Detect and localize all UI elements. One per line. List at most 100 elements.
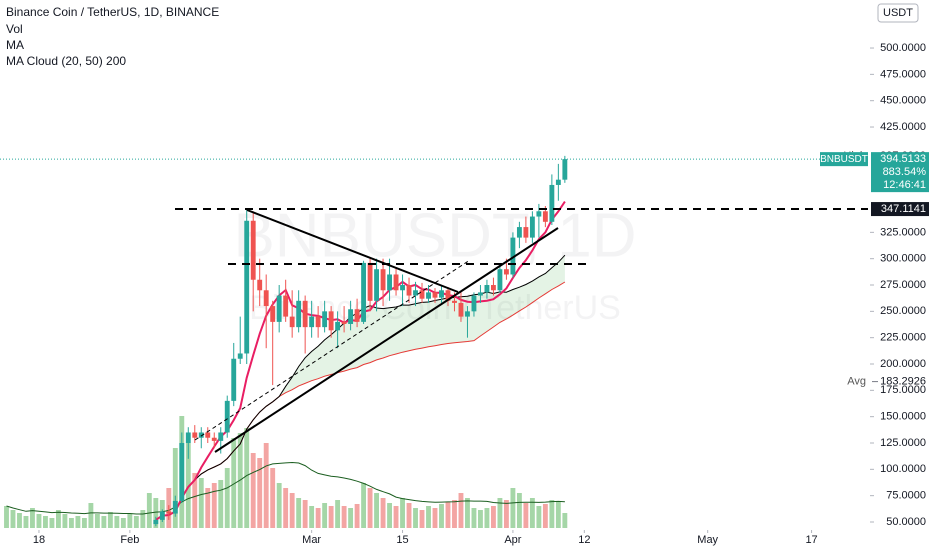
volume-bar bbox=[341, 506, 347, 528]
candle-body bbox=[439, 290, 444, 298]
volume-bar bbox=[94, 514, 100, 528]
candle-body bbox=[536, 211, 542, 217]
volume-bar bbox=[43, 516, 48, 528]
volume-bar bbox=[127, 514, 133, 528]
volume-bar bbox=[497, 498, 503, 528]
volume-bar bbox=[257, 458, 263, 528]
level-label: 347.1141 bbox=[881, 203, 926, 215]
candle-body bbox=[380, 269, 386, 291]
candle-body bbox=[549, 184, 555, 222]
indicator: MA bbox=[6, 38, 24, 52]
candle-body bbox=[179, 443, 185, 501]
candles bbox=[153, 155, 568, 527]
y-tick-label: 450.0000 bbox=[880, 95, 926, 107]
candle-body bbox=[406, 285, 412, 296]
indicator: Vol bbox=[6, 22, 23, 36]
volume-bar bbox=[270, 468, 276, 528]
y-tick-label: 250.0000 bbox=[880, 305, 926, 317]
volume-bar bbox=[211, 483, 217, 528]
candle-body bbox=[309, 316, 315, 328]
volume-bar bbox=[490, 506, 496, 528]
volume-bar bbox=[75, 516, 81, 528]
candle-body bbox=[276, 295, 282, 322]
volume-bar bbox=[153, 498, 159, 528]
volume-bar bbox=[101, 516, 107, 528]
trendline bbox=[246, 209, 459, 293]
indicator: MA Cloud (20, 50) 200 bbox=[6, 54, 126, 68]
candle-body bbox=[328, 311, 334, 331]
y-tick-label: 200.0000 bbox=[880, 358, 926, 370]
candle-body bbox=[172, 500, 178, 514]
candle-body bbox=[205, 432, 211, 438]
volume-bar bbox=[192, 473, 198, 528]
y-tick-label: 150.0000 bbox=[880, 411, 926, 423]
candle-body bbox=[497, 269, 503, 291]
candle-body bbox=[490, 285, 496, 291]
volume-bar bbox=[458, 493, 464, 528]
volume-bar bbox=[302, 500, 308, 528]
ma-mid bbox=[155, 254, 566, 521]
volume-bar bbox=[120, 518, 126, 528]
volume-bar bbox=[374, 493, 380, 528]
candle-body bbox=[250, 220, 256, 280]
volume-bar bbox=[133, 516, 139, 528]
candle-body bbox=[185, 432, 191, 444]
volume-bar bbox=[107, 512, 113, 528]
candle-body bbox=[335, 321, 341, 331]
volume-bar bbox=[555, 502, 561, 528]
x-tick-label: 17 bbox=[805, 534, 817, 546]
volume-bar bbox=[452, 500, 457, 528]
volume-bar bbox=[224, 468, 230, 528]
candle-body bbox=[367, 262, 373, 301]
candle-body bbox=[400, 285, 405, 291]
candle-body bbox=[322, 311, 328, 328]
candle-body bbox=[465, 311, 470, 317]
candle-body bbox=[458, 302, 464, 317]
volume-bar bbox=[88, 503, 94, 528]
candle-body bbox=[471, 295, 477, 312]
volume-bar bbox=[361, 483, 367, 528]
x-tick-label: 15 bbox=[396, 534, 408, 546]
avg-label: 183.2926 bbox=[880, 376, 926, 388]
candle-body bbox=[516, 227, 522, 238]
candle-body bbox=[244, 220, 250, 354]
volume-bar bbox=[146, 493, 152, 528]
volume-bar bbox=[426, 506, 431, 528]
candle-body bbox=[503, 269, 509, 275]
volume-bar bbox=[263, 443, 269, 528]
y-tick-label: 225.0000 bbox=[880, 332, 926, 344]
volume-bar bbox=[478, 510, 483, 528]
volume-bar bbox=[439, 504, 444, 528]
volume-bar bbox=[335, 500, 341, 528]
candle-body bbox=[263, 290, 269, 307]
volume-bar bbox=[172, 448, 178, 528]
volume-bar bbox=[198, 478, 204, 528]
candle-body bbox=[302, 300, 308, 328]
candle-body bbox=[555, 179, 561, 185]
volume-bar bbox=[529, 498, 535, 528]
volume-bar bbox=[380, 498, 386, 528]
y-tick-label: 100.0000 bbox=[880, 463, 926, 475]
candle-body bbox=[283, 295, 289, 317]
volume-bar bbox=[283, 488, 289, 528]
volume-bar bbox=[406, 503, 412, 528]
currency: USDT bbox=[883, 7, 913, 19]
x-tick-label: 18 bbox=[33, 534, 45, 546]
candle-body bbox=[192, 432, 198, 438]
candle-body bbox=[153, 519, 159, 525]
volume-bar bbox=[516, 493, 522, 528]
drawings bbox=[194, 209, 590, 453]
y-tick-label: 275.0000 bbox=[880, 279, 926, 291]
candle-body bbox=[445, 290, 451, 301]
y-tick-label: 500.0000 bbox=[880, 42, 926, 54]
volume-bar bbox=[250, 453, 256, 528]
watermark: BNBUSDT, 1D bbox=[233, 201, 636, 270]
candle-body bbox=[413, 290, 418, 296]
volume-bar bbox=[114, 516, 120, 528]
candle-body bbox=[354, 309, 360, 322]
volume-bar bbox=[432, 508, 438, 528]
volume-bar bbox=[471, 508, 477, 528]
volume-bar bbox=[322, 503, 328, 528]
volume-bar bbox=[393, 506, 399, 528]
